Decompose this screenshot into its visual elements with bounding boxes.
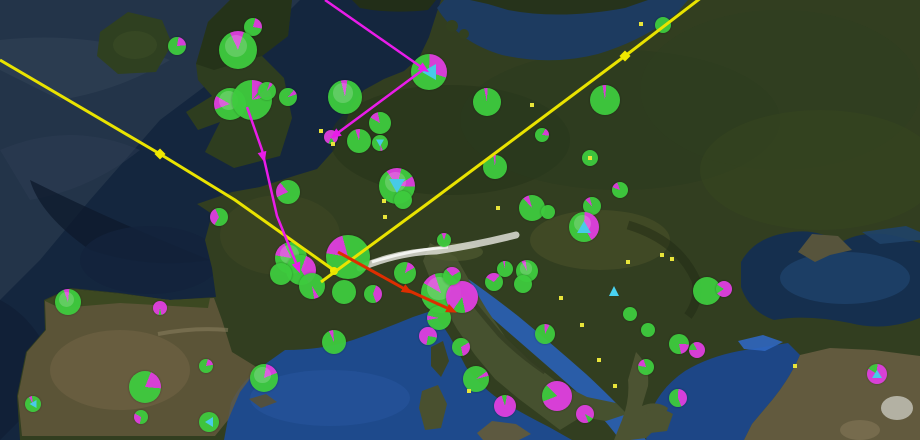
pie-marker[interactable] — [250, 364, 278, 392]
cyan-triangle-icon[interactable] — [872, 370, 882, 378]
pie-marker[interactable] — [168, 37, 186, 55]
cyan-triangle-icon[interactable] — [205, 417, 213, 427]
pie-marker[interactable] — [641, 323, 655, 337]
pie-marker[interactable] — [419, 327, 437, 345]
cyan-triangle-icon[interactable] — [29, 400, 37, 408]
waypoint-dot[interactable] — [597, 358, 601, 362]
waypoint-dot[interactable] — [670, 257, 674, 261]
waypoint-dot[interactable] — [588, 156, 592, 160]
pie-marker[interactable] — [494, 395, 516, 417]
pie-marker[interactable] — [322, 330, 346, 354]
pie-marker[interactable] — [244, 18, 262, 36]
pie-marker[interactable] — [576, 405, 594, 423]
pie-marker[interactable] — [129, 371, 161, 403]
pie-marker[interactable] — [535, 324, 555, 344]
pie-marker[interactable] — [867, 364, 887, 384]
pie-marker[interactable] — [55, 289, 81, 315]
pie-marker[interactable] — [542, 381, 572, 411]
waypoint-dot[interactable] — [580, 323, 584, 327]
waypoint-dot[interactable] — [383, 215, 387, 219]
waypoint-dot[interactable] — [660, 253, 664, 257]
pie-marker[interactable] — [199, 359, 213, 373]
cyan-triangle-marker[interactable] — [609, 286, 619, 296]
pie-highlight — [59, 291, 75, 307]
waypoint-dot[interactable] — [530, 103, 534, 107]
pie-marker[interactable] — [463, 366, 489, 392]
pie-marker[interactable] — [638, 359, 654, 375]
pie-marker[interactable] — [452, 338, 470, 356]
pie-highlight — [225, 34, 248, 57]
waypoint-dot[interactable] — [793, 364, 797, 368]
pie-highlight — [254, 366, 271, 384]
pie-marker[interactable] — [623, 307, 637, 321]
waypoint-dot[interactable] — [496, 206, 500, 210]
waypoint-dot[interactable] — [382, 199, 386, 203]
pie-marker[interactable] — [134, 410, 148, 424]
pie-marker[interactable] — [199, 412, 219, 432]
pie-marker[interactable] — [716, 281, 732, 297]
pie-marker[interactable] — [669, 389, 687, 407]
pie-marker[interactable] — [25, 396, 41, 412]
waypoint-dot[interactable] — [626, 260, 630, 264]
pie-marker[interactable] — [689, 342, 705, 358]
waypoint-dot[interactable] — [467, 389, 471, 393]
waypoint-dot[interactable] — [559, 296, 563, 300]
waypoint-dot[interactable] — [331, 142, 335, 146]
waypoint-dot[interactable] — [613, 384, 617, 388]
pie-marker[interactable] — [669, 334, 689, 354]
waypoint-dot[interactable] — [639, 22, 643, 26]
waypoint-dot[interactable] — [319, 129, 323, 133]
pie-marker[interactable] — [153, 301, 167, 315]
